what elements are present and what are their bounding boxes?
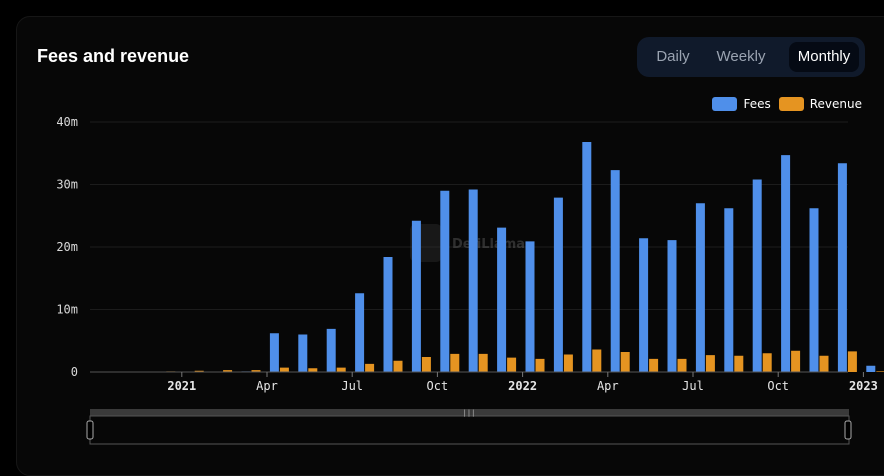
y-tick-label: 40m — [56, 115, 78, 129]
bar-revenue[interactable] — [507, 358, 516, 372]
x-tick-label: 2022 — [508, 379, 537, 393]
zoom-slider-window[interactable] — [90, 416, 849, 444]
zoom-slider-grip-icon[interactable]: ||| — [463, 409, 476, 417]
bar-fees[interactable] — [724, 208, 733, 372]
bar-fees[interactable] — [355, 293, 364, 372]
bar-fees[interactable] — [412, 221, 421, 372]
bar-fees[interactable] — [440, 191, 449, 372]
bar-revenue[interactable] — [280, 368, 289, 372]
bar-revenue[interactable] — [621, 352, 630, 372]
bar-revenue[interactable] — [422, 357, 431, 372]
bar-fees[interactable] — [327, 329, 336, 372]
bar-revenue[interactable] — [592, 350, 601, 373]
x-tick-label: Apr — [597, 379, 619, 393]
x-axis: 2021 Apr Jul Oct 2022 Apr Jul Oct 2023 — [90, 372, 878, 393]
y-tick-label: 0 — [71, 365, 78, 379]
bar-revenue[interactable] — [706, 355, 715, 372]
watermark: DefiLlama — [410, 224, 525, 262]
y-tick-label: 30m — [56, 178, 78, 192]
bar-fees[interactable] — [384, 257, 393, 372]
x-tick-label: Oct — [767, 379, 789, 393]
bar-fees[interactable] — [838, 163, 847, 372]
bar-revenue[interactable] — [848, 351, 857, 372]
bar-fees[interactable] — [866, 366, 875, 372]
x-tick-label: Jul — [341, 379, 363, 393]
bar-fees[interactable] — [270, 333, 279, 372]
bar-revenue[interactable] — [649, 359, 658, 372]
bar-revenue[interactable] — [450, 354, 459, 372]
bar-fees[interactable] — [639, 238, 648, 372]
y-axis: 0 10m 20m 30m 40m — [56, 115, 78, 379]
bar-revenue[interactable] — [308, 368, 317, 372]
y-tick-label: 10m — [56, 303, 78, 317]
bar-revenue[interactable] — [365, 364, 374, 372]
bar-fees[interactable] — [696, 203, 705, 372]
bar-revenue[interactable] — [564, 355, 573, 373]
bar-revenue[interactable] — [763, 353, 772, 372]
x-tick-label: 2023 — [849, 379, 878, 393]
bar-fees[interactable] — [781, 155, 790, 372]
bar-fees[interactable] — [810, 208, 819, 372]
x-tick-label: Oct — [427, 379, 449, 393]
bar-fees[interactable] — [554, 198, 563, 372]
bar-fees[interactable] — [298, 335, 307, 373]
bar-fees[interactable] — [497, 228, 506, 372]
bar-fees[interactable] — [582, 142, 591, 372]
bar-revenue[interactable] — [820, 356, 829, 372]
zoom-handle-right[interactable] — [845, 421, 851, 439]
bar-revenue[interactable] — [394, 361, 403, 372]
watermark-text: DefiLlama — [452, 237, 525, 252]
bar-fees[interactable] — [668, 240, 677, 372]
zoom-handle-left[interactable] — [87, 421, 93, 439]
bar-revenue[interactable] — [337, 368, 346, 372]
bar-revenue[interactable] — [678, 359, 687, 372]
x-tick-label: 2021 — [167, 379, 196, 393]
bar-fees[interactable] — [469, 190, 478, 373]
x-tick-label: Apr — [256, 379, 278, 393]
bar-revenue[interactable] — [536, 359, 545, 372]
bar-revenue[interactable] — [479, 354, 488, 372]
y-tick-label: 20m — [56, 240, 78, 254]
bar-fees[interactable] — [611, 170, 620, 372]
bar-revenue[interactable] — [734, 356, 743, 372]
bars — [166, 142, 884, 372]
bar-revenue[interactable] — [791, 351, 800, 372]
x-tick-label: Jul — [682, 379, 704, 393]
bar-fees[interactable] — [526, 241, 535, 372]
zoom-slider[interactable]: ||| — [87, 409, 851, 444]
bar-fees[interactable] — [753, 180, 762, 373]
bar-revenue[interactable] — [876, 371, 884, 372]
